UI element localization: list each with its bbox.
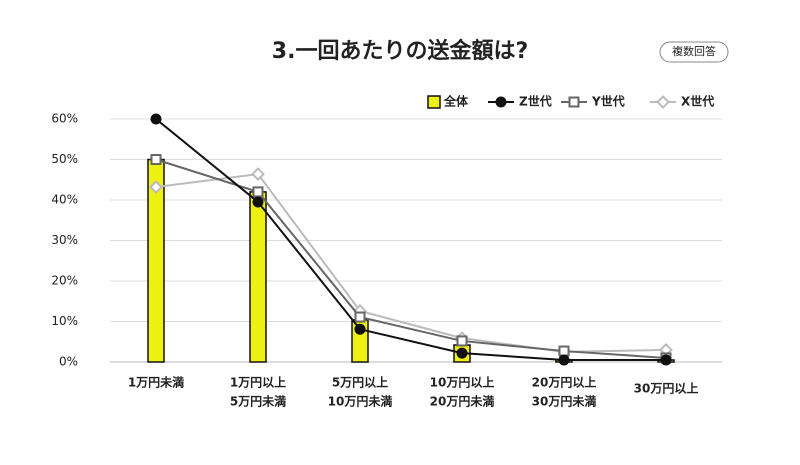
y-tick-label: 50%	[51, 152, 78, 166]
point	[252, 186, 264, 198]
point	[660, 354, 672, 366]
x-tick-label: 30万円以上	[634, 381, 699, 396]
y-tick-label: 0%	[59, 355, 78, 369]
point	[354, 323, 366, 335]
point	[354, 311, 366, 323]
point	[558, 345, 570, 357]
x-tick-label: 1万円未満	[128, 375, 184, 390]
x-tick-label: 5万円以上	[332, 375, 388, 390]
x-tick-label: 30万円未満	[532, 394, 597, 409]
x-tick-label: 5万円未満	[230, 394, 286, 409]
bar	[249, 191, 267, 363]
point	[150, 154, 162, 165]
y-tick-label: 10%	[51, 314, 78, 328]
legend-swatch	[427, 95, 441, 109]
legend-marker	[568, 96, 580, 108]
chart-title: 3.一回あたりの送金額は?	[272, 38, 528, 64]
x-tick-label: 20万円以上	[532, 375, 597, 390]
legend-label: Y世代	[591, 94, 625, 109]
point	[252, 196, 264, 208]
badge-frame	[659, 41, 729, 63]
x-tick-label: 10万円以上	[430, 375, 495, 390]
x-tick-label: 10万円未満	[328, 394, 393, 409]
badge: 複数回答	[672, 44, 716, 58]
legend-label: X世代	[681, 94, 714, 109]
line	[155, 158, 667, 359]
x-tick-label: 1万円以上	[230, 375, 286, 390]
point	[456, 347, 468, 359]
line	[155, 118, 666, 361]
legend-label: 全体	[443, 94, 469, 109]
legend-marker	[495, 96, 507, 108]
point	[558, 354, 570, 366]
y-tick-label: 60%	[51, 112, 78, 126]
line	[155, 173, 667, 353]
point	[251, 167, 265, 181]
y-tick-label: 20%	[51, 274, 78, 288]
legend-label: Z世代	[519, 94, 552, 109]
point	[149, 180, 163, 194]
x-tick-label: 20万円未満	[430, 394, 495, 409]
y-tick-label: 40%	[51, 193, 78, 207]
legend-marker	[656, 95, 670, 109]
point	[456, 335, 468, 347]
point	[150, 113, 162, 125]
y-tick-label: 30%	[51, 233, 78, 247]
